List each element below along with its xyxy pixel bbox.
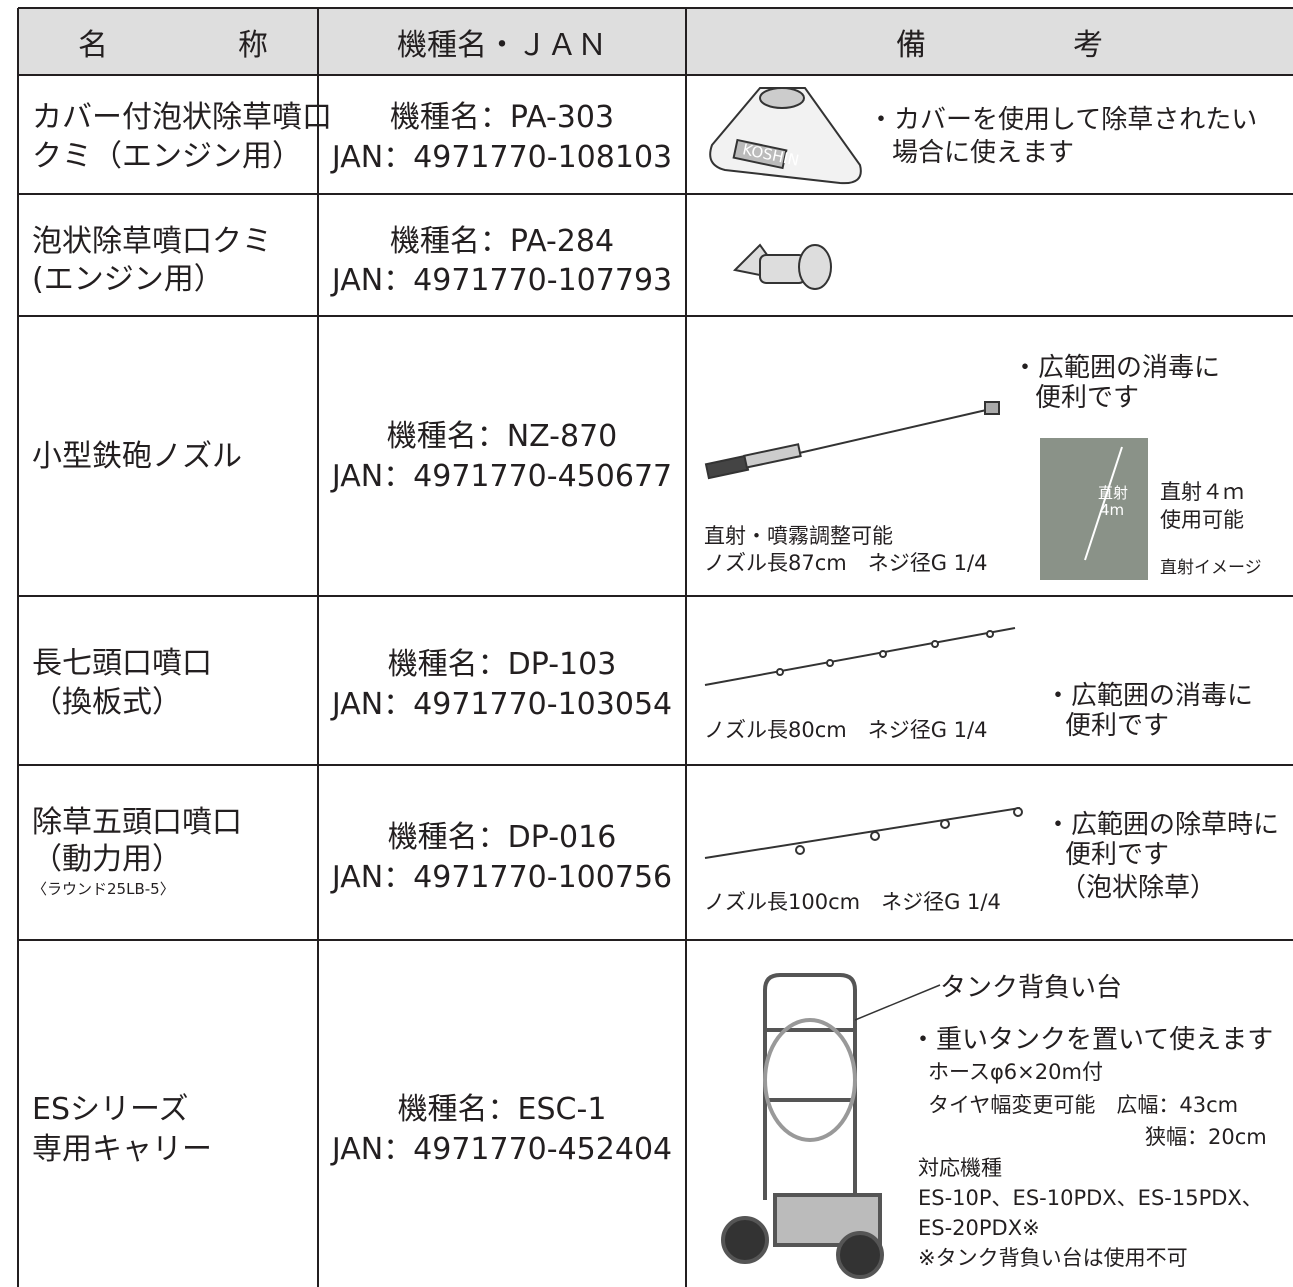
note: 直射・噴霧調整可能 — [704, 524, 893, 548]
note: 使用可能 — [1160, 508, 1244, 532]
five-head-nozzle-image — [704, 807, 1023, 859]
product-name: ESシリーズ — [32, 1092, 189, 1127]
usage-photo — [1040, 438, 1148, 580]
note: タンク背負い台 — [940, 973, 1123, 1003]
cover-image — [709, 87, 862, 185]
header-cell: 備考 — [686, 8, 1293, 75]
product-name: カバー付泡状除草噴口 — [32, 100, 332, 135]
product-name: クミ（エンジン用） — [32, 139, 302, 174]
note: ノズル長80cm ネジ径G 1/4 — [704, 718, 988, 742]
note: （泡状除草） — [1060, 873, 1217, 903]
note: ノズル長100cm ネジ径G 1/4 — [704, 890, 1001, 914]
model: 機種名：ESC-1 — [397, 1092, 607, 1127]
header-cell: 機種名・ＪＡＮ — [318, 8, 686, 75]
product-name: 専用キャリー — [32, 1132, 212, 1167]
model: 機種名：PA-303 — [389, 100, 615, 135]
note: ES-10P、ES-10PDX、ES-15PDX、 — [918, 1186, 1263, 1210]
header-text: 機種名・ＪＡＮ — [397, 27, 607, 63]
product-name: （動力用） — [32, 842, 182, 877]
model: 機種名：NZ-870 — [386, 419, 618, 454]
jan: JAN：4971770-107793 — [331, 263, 673, 298]
product-name: 小型鉄砲ノズル — [32, 439, 242, 474]
jan: JAN：4971770-452404 — [331, 1132, 673, 1167]
note: 直射４ｍ — [1160, 480, 1244, 504]
jan: JAN：4971770-100756 — [331, 860, 673, 895]
note: タイヤ幅変更可能 広幅：43cm — [928, 1093, 1239, 1117]
header-text: 名 — [78, 27, 108, 63]
nozzle-image — [732, 243, 832, 290]
note: ES-20PDX※ — [918, 1216, 1040, 1240]
note: 便利です — [1035, 383, 1140, 413]
note: ホースφ6×20m付 — [928, 1060, 1103, 1084]
product-name: (エンジン用） — [32, 262, 224, 297]
jan: JAN：4971770-450677 — [331, 459, 673, 494]
model: 機種名：DP-103 — [387, 647, 617, 682]
note: ・カバーを使用して除草されたい — [868, 105, 1258, 135]
gun-nozzle-image — [704, 401, 1000, 480]
note: 便利です — [1065, 711, 1170, 741]
product-name: 長七頭口噴口 — [32, 646, 212, 681]
header-text: 考 — [1073, 27, 1103, 63]
note: ※タンク背負い台は使用不可 — [918, 1246, 1188, 1270]
note: ノズル長87cm ネジ径G 1/4 — [704, 551, 988, 575]
jan: JAN：4971770-108103 — [331, 140, 673, 175]
product-name: （換板式） — [32, 685, 182, 720]
carrier-image — [721, 973, 941, 1279]
jan: JAN：4971770-103054 — [331, 687, 673, 722]
model: 機種名：DP-016 — [387, 820, 617, 855]
product-name: 〈ラウンド25LB-5〉 — [32, 880, 175, 898]
header-text: 称 — [238, 27, 268, 63]
header-cell: 名称 — [18, 8, 318, 75]
photo-label: 直射 — [1098, 484, 1129, 502]
note: 直射イメージ — [1160, 558, 1262, 578]
note: 便利です — [1065, 840, 1170, 870]
note: ・広範囲の除草時に — [1045, 810, 1280, 840]
product-name: 泡状除草噴口クミ — [32, 224, 272, 259]
note: 狭幅：20cm — [1145, 1125, 1267, 1149]
note: 場合に使えます — [892, 138, 1075, 168]
seven-head-nozzle-image — [704, 627, 1016, 686]
product-name: 除草五頭口噴口 — [32, 805, 242, 840]
note: ・重いタンクを置いて使えます — [910, 1025, 1274, 1055]
header-text: 備 — [896, 27, 926, 63]
photo-label: 4m — [1100, 501, 1125, 519]
note: 対応機種 — [918, 1156, 1002, 1180]
note: ・広範囲の消毒に — [1012, 353, 1221, 383]
model: 機種名：PA-284 — [389, 224, 615, 259]
note: ・広範囲の消毒に — [1045, 681, 1254, 711]
